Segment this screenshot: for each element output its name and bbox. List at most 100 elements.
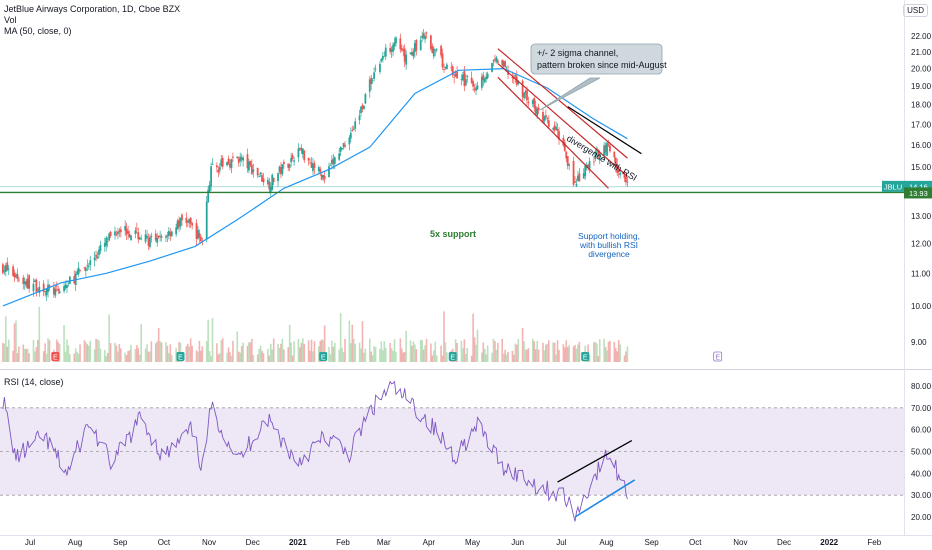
volume-bar	[504, 349, 506, 362]
volume-bar	[424, 345, 426, 362]
earnings-marker-letter: E	[715, 355, 720, 362]
volume-bar	[309, 350, 311, 362]
candle-body	[348, 137, 351, 145]
candle-body	[3, 270, 6, 272]
candle-body	[259, 172, 262, 175]
candle-body	[451, 66, 454, 76]
volume-bar	[5, 316, 7, 362]
volume-bar	[431, 355, 434, 362]
candle-body	[54, 288, 57, 296]
candle-body	[227, 158, 230, 165]
volume-bar	[523, 341, 525, 362]
candle-body	[323, 175, 326, 180]
symbol-title[interactable]: JetBlue Airways Corporation, 1D, Cboe BZ…	[4, 4, 181, 14]
volume-bar	[548, 340, 550, 362]
candle-body	[454, 73, 457, 77]
candle-body	[262, 178, 265, 183]
candle-body	[42, 283, 45, 292]
volume-bar	[546, 343, 549, 362]
volume-bar	[462, 348, 464, 362]
volume-bar	[219, 353, 221, 362]
volume-bar	[334, 342, 336, 362]
candle-body	[154, 233, 157, 241]
ma-indicator-label[interactable]: MA (50, close, 0)	[4, 26, 72, 36]
volume-bar	[329, 354, 332, 362]
volume-bar	[93, 349, 96, 362]
volume-bar	[483, 348, 486, 362]
candle-body	[268, 181, 271, 190]
volume-bar	[328, 346, 330, 362]
volume-bar	[79, 344, 81, 362]
volume-bar	[494, 341, 496, 362]
earnings-marker-letter: E	[53, 355, 58, 362]
candle-body	[485, 76, 488, 80]
rsi-bullish-divergence-line	[574, 479, 636, 518]
candle-body	[392, 44, 394, 52]
volume-bar	[256, 354, 259, 362]
candle-body	[280, 167, 282, 175]
volume-bar	[207, 319, 209, 362]
candle-body	[77, 267, 80, 274]
time-tick-label: Aug	[68, 538, 82, 547]
volume-bar	[134, 349, 137, 362]
volume-bar	[319, 340, 322, 362]
earnings-marker-letter: E	[321, 355, 326, 362]
candle-body	[130, 235, 132, 241]
candle-body	[189, 217, 192, 224]
volume-bar	[603, 338, 605, 362]
volume-bar	[395, 352, 397, 362]
vol-indicator-label[interactable]: Vol	[4, 15, 17, 25]
candle-body	[13, 272, 16, 278]
volume-bar	[555, 354, 557, 362]
volume-bar	[236, 331, 239, 362]
candle-body	[405, 54, 408, 65]
volume-bar	[22, 344, 25, 362]
candle-body	[266, 179, 269, 184]
candle-body	[402, 49, 405, 52]
volume-bar	[25, 348, 28, 362]
volume-bar	[609, 340, 611, 362]
candle-body	[293, 160, 295, 162]
callout-pointer	[539, 77, 601, 111]
volume-bar	[120, 348, 122, 362]
volume-bar	[95, 338, 97, 362]
candle-body	[470, 77, 473, 83]
volume-bar	[501, 338, 504, 362]
currency-button[interactable]: USD	[903, 4, 928, 17]
candle-body	[159, 235, 162, 237]
volume-bar	[598, 339, 601, 362]
volume-bar	[299, 347, 301, 362]
candle-body	[96, 256, 99, 259]
volume-bar	[310, 339, 313, 362]
time-tick-label: Dec	[777, 538, 791, 547]
candle-body	[6, 262, 9, 271]
candle-body	[298, 147, 301, 149]
volume-bar	[481, 352, 483, 362]
candle-body	[456, 71, 458, 79]
volume-bar	[104, 349, 106, 362]
rsi-indicator-label[interactable]: RSI (14, close)	[4, 377, 64, 387]
candle-body	[523, 92, 525, 99]
candle-body	[303, 150, 306, 161]
candle-body	[606, 142, 608, 156]
volume-bar	[505, 354, 508, 362]
candle-body	[319, 168, 322, 173]
volume-bar	[565, 340, 568, 362]
volume-bar	[293, 341, 295, 362]
candle-body	[312, 163, 314, 172]
earnings-marker-letter: E	[450, 355, 455, 362]
candle-body	[32, 283, 35, 292]
candle-body	[156, 237, 159, 243]
candle-body	[380, 58, 383, 62]
candle-body	[290, 157, 293, 163]
candle-body	[146, 235, 148, 238]
volume-bar	[124, 352, 126, 362]
candle-body	[329, 164, 332, 166]
volume-bar	[178, 341, 180, 362]
candle-body	[593, 161, 595, 163]
volume-bar	[352, 338, 355, 362]
volume-bar	[242, 342, 244, 362]
candle-body	[609, 145, 611, 152]
candle-body	[546, 117, 549, 119]
